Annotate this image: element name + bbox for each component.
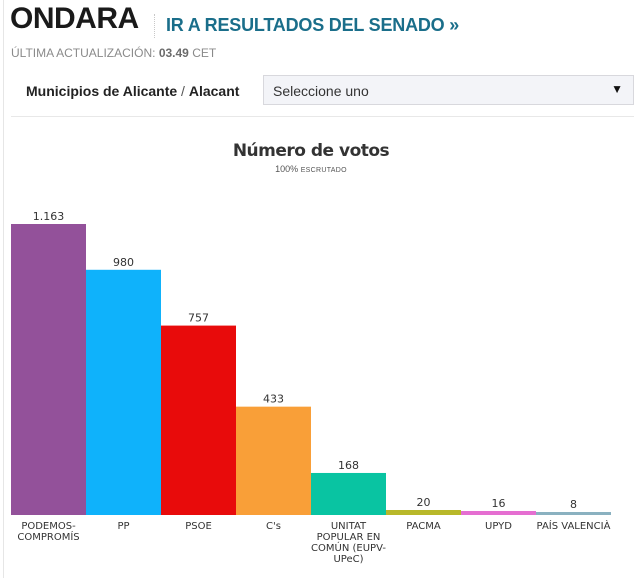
bar-value-label: 980 xyxy=(113,256,134,269)
category-label: UNITAT POPULAR EN COMÚN (EUPV-UPeC) xyxy=(311,521,386,565)
bar-value-label: 20 xyxy=(417,496,431,509)
chart-title: Número de votos xyxy=(232,141,390,161)
municipality-label-separator: / xyxy=(177,83,189,99)
updated-label: ÚLTIMA ACTUALIZACIÓN: xyxy=(11,46,156,60)
updated-timezone: CET xyxy=(192,46,217,60)
municipality-label-alt: Alacant xyxy=(188,83,240,99)
category-label: PSOE xyxy=(185,521,212,532)
last-updated: ÚLTIMA ACTUALIZACIÓN: 03.49 CET xyxy=(11,46,216,60)
bar xyxy=(536,512,611,515)
bar xyxy=(386,509,461,515)
municipality-select[interactable]: Seleccione uno ▼ xyxy=(263,75,634,105)
bar xyxy=(11,224,86,515)
category-label: PODEMOS-COMPROMÍS xyxy=(17,521,79,543)
bar-value-label: 168 xyxy=(338,459,359,472)
bar-value-label: 433 xyxy=(263,393,284,406)
senado-results-link[interactable]: IR A RESULTADOS DEL SENADO » xyxy=(166,15,460,35)
bar-value-label: 757 xyxy=(188,312,209,325)
title-separator xyxy=(154,14,155,38)
category-label: PACMA xyxy=(406,521,441,532)
section-divider xyxy=(11,116,634,117)
municipality-label: Municipios de Alicante / Alacant xyxy=(26,83,239,99)
scrutiny-label: ESCRUTADO xyxy=(300,167,347,174)
bar-value-label: 8 xyxy=(570,498,577,511)
chevron-down-icon[interactable]: ▼ xyxy=(611,82,623,96)
bar xyxy=(311,472,386,515)
left-border xyxy=(3,0,4,578)
category-label: UPYD xyxy=(485,521,512,532)
bar xyxy=(236,406,311,515)
bar xyxy=(461,510,536,515)
bar-value-label: 16 xyxy=(492,497,506,510)
updated-time: 03.49 xyxy=(158,46,189,60)
category-label: PP xyxy=(117,521,129,532)
category-label: PAÍS VALENCIÀ xyxy=(537,519,611,532)
scrutiny-percent: 100% xyxy=(275,164,299,174)
bar-value-label: 1.163 xyxy=(33,210,65,223)
chart-subtitle: 100% ESCRUTADO xyxy=(0,164,622,174)
municipality-label-main: Municipios de Alicante xyxy=(26,83,178,99)
select-value: Seleccione uno xyxy=(273,83,369,99)
bar xyxy=(161,325,236,515)
page-title: ONDARA xyxy=(10,2,139,35)
category-label: C's xyxy=(266,521,281,532)
bar xyxy=(86,269,161,515)
